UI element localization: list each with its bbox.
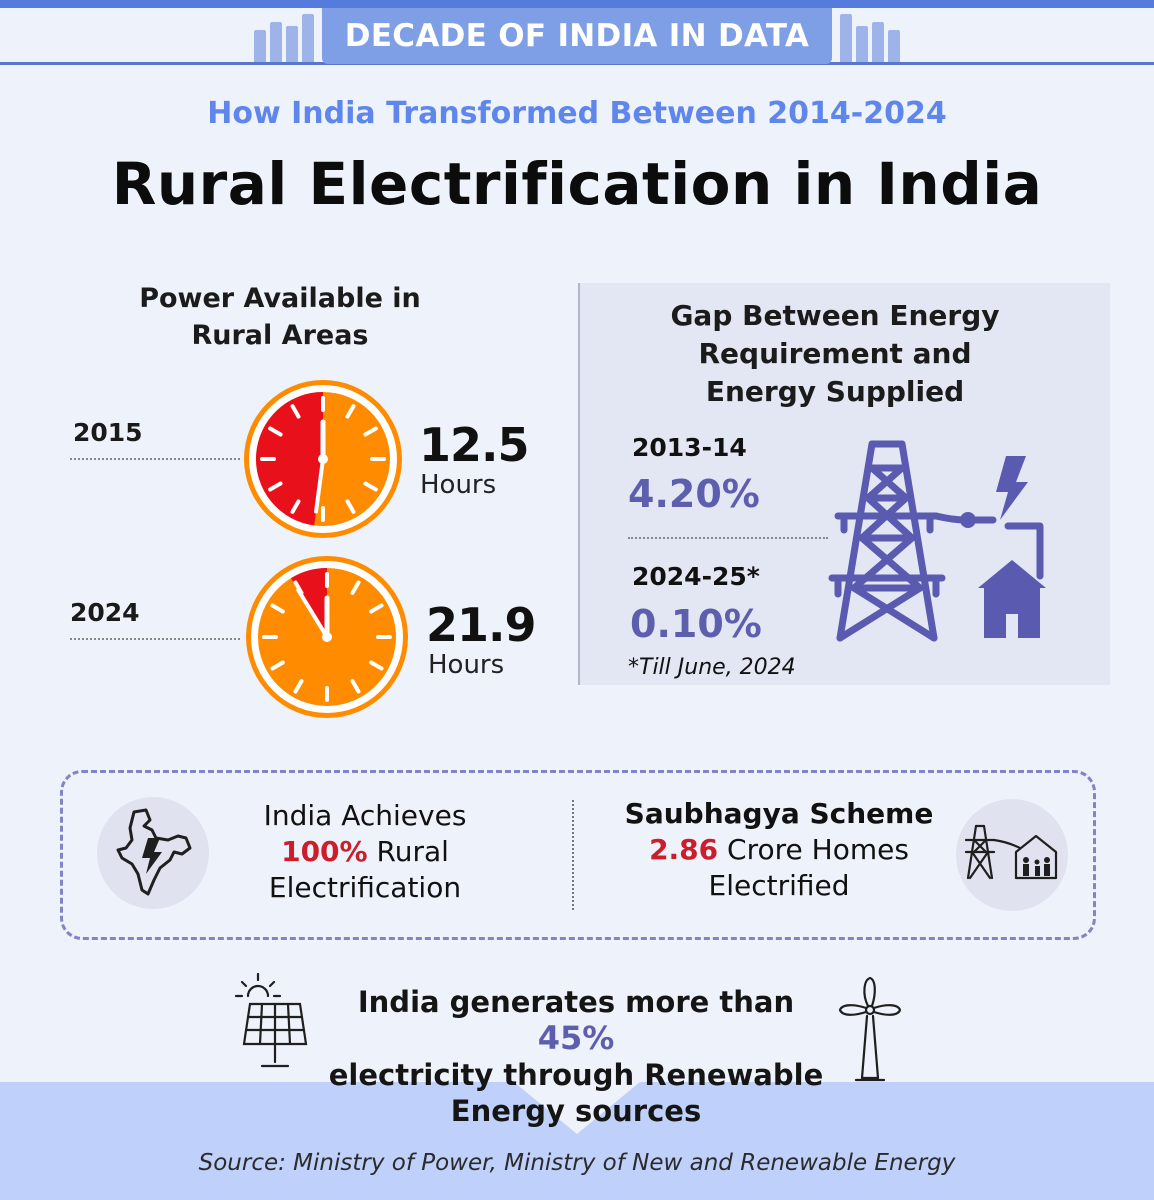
renewable-text: India generates more than 45% electricit… xyxy=(320,984,832,1129)
clock-hand-boundary xyxy=(314,457,325,514)
top-accent-strip xyxy=(0,0,1154,8)
gap-year-2013: 2013-14 xyxy=(632,433,747,462)
clock-tick xyxy=(350,580,361,595)
power-year-2015: 2015 xyxy=(73,418,143,447)
clock-tick xyxy=(290,499,301,514)
clock-tick xyxy=(290,404,301,419)
india-map-lightning-icon xyxy=(116,808,192,896)
clock-2024-icon xyxy=(246,556,408,718)
gap-footnote: *Till June, 2024 xyxy=(628,655,796,680)
clock-tick xyxy=(268,426,283,437)
rural-line3: Electrification xyxy=(268,871,462,904)
saubhagya-line2: 2.86 Crore Homes xyxy=(604,832,954,868)
clock-tick xyxy=(270,603,285,614)
gap-heading-line1: Gap Between Energy xyxy=(670,299,1000,332)
subtitle: How India Transformed Between 2014-2024 xyxy=(207,96,947,131)
saubhagya-highlight: 2.86 xyxy=(649,833,719,866)
clock-tick xyxy=(363,426,378,437)
renewable-highlight: 45% xyxy=(537,1019,615,1057)
saubhagya-line2-rest: Crore Homes xyxy=(718,833,909,866)
clock-tick xyxy=(369,603,384,614)
achievements-divider xyxy=(572,800,574,910)
clock-face-unavailable xyxy=(255,392,323,526)
rural-electrification-text: India Achieves 100% Rural Electrificatio… xyxy=(200,798,530,906)
gap-heading-line3: Energy Supplied xyxy=(705,375,965,408)
clock-tick xyxy=(345,499,356,514)
clock-tick xyxy=(345,404,356,419)
solar-panel-icon xyxy=(234,972,308,1068)
bar-chart-decoration-left xyxy=(250,8,320,62)
bar-chart-decoration-right xyxy=(836,8,906,62)
series-banner: DECADE OF INDIA IN DATA xyxy=(322,8,832,64)
power-heading-line2: Rural Areas xyxy=(191,320,369,351)
gap-year-2024: 2024-25* xyxy=(632,562,760,591)
clock-tick xyxy=(293,679,304,694)
rural-highlight: 100% xyxy=(281,835,368,868)
bottom-notch xyxy=(0,1072,1154,1134)
clock-center xyxy=(322,632,332,642)
achievements-box xyxy=(60,770,1096,940)
leader-line-2015 xyxy=(70,458,240,460)
power-tower-icon xyxy=(828,440,1046,642)
tower-family-home-icon xyxy=(964,824,1058,880)
clock-tick xyxy=(350,679,361,694)
saubhagya-line3: Electrified xyxy=(708,869,850,902)
rural-line2: 100% Rural xyxy=(200,834,530,870)
saubhagya-text: Saubhagya Scheme 2.86 Crore Homes Electr… xyxy=(604,796,954,904)
hours-value-2024: 21.9 xyxy=(426,598,536,652)
renewable-line1: India generates more than 45% xyxy=(320,984,832,1057)
clock-tick xyxy=(268,481,283,492)
power-heading-line1: Power Available in xyxy=(139,283,421,314)
page-title: Rural Electrification in India xyxy=(111,150,1043,218)
rural-line1: India Achieves xyxy=(263,799,467,832)
power-year-2024: 2024 xyxy=(70,598,140,627)
gap-heading-line2: Requirement and xyxy=(698,337,972,370)
leader-line-2024 xyxy=(70,638,240,640)
clock-tick xyxy=(270,660,285,671)
saubhagya-line1: Saubhagya Scheme xyxy=(624,797,934,830)
clock-tick xyxy=(363,481,378,492)
energy-gap-heading: Gap Between Energy Requirement and Energ… xyxy=(610,297,1060,411)
gap-divider xyxy=(628,537,828,539)
gap-value-2024: 0.10% xyxy=(630,602,762,646)
hours-value-2015: 12.5 xyxy=(419,418,529,472)
renewable-line3: Energy sources xyxy=(450,1094,702,1128)
source-note: Source: Ministry of Power, Ministry of N… xyxy=(198,1150,956,1176)
power-section-heading: Power Available in Rural Areas xyxy=(100,280,460,354)
clock-tick xyxy=(369,660,384,671)
renewable-line1-start: India generates more than xyxy=(357,985,795,1019)
renewable-line2: electricity through Renewable xyxy=(328,1058,824,1092)
gap-value-2013: 4.20% xyxy=(628,472,760,516)
hours-unit-2024: Hours xyxy=(428,650,505,680)
clock-hand-boundary xyxy=(296,588,329,639)
clock-center xyxy=(318,454,328,464)
clock-2015-icon xyxy=(244,380,402,538)
rural-line2-rest: Rural xyxy=(367,835,449,868)
wind-turbine-icon xyxy=(838,976,902,1082)
hours-unit-2015: Hours xyxy=(420,470,497,500)
